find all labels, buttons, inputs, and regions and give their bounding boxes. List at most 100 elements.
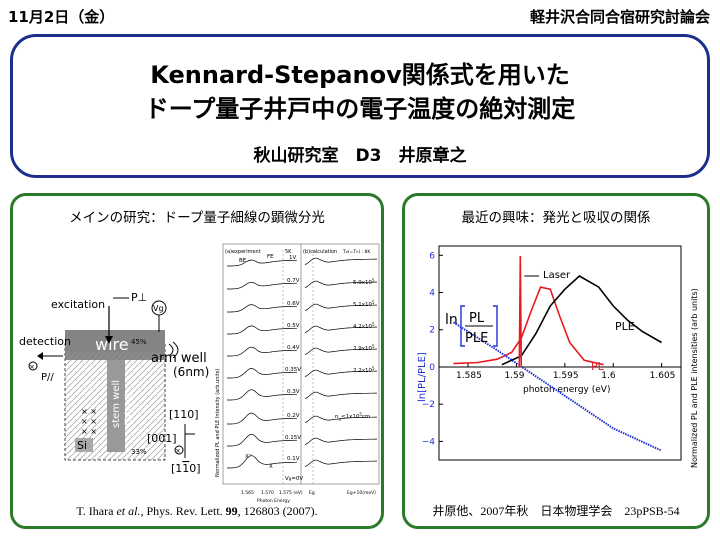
x-tick-b-1: Eg+10(meV) — [347, 490, 376, 496]
voltage-8: 0.15V — [285, 435, 301, 441]
temp-a-label: 5K — [285, 249, 292, 255]
x-tick-label: 1.585 — [456, 371, 482, 381]
spectrum-curve-exp — [227, 281, 298, 290]
plot-frame — [438, 245, 682, 461]
main-research-citation: T. Ihara et al., Phys. Rev. Lett. 99, 12… — [76, 504, 318, 518]
temp-b-label: Te(=Th) : 8K — [342, 249, 371, 255]
vg-label: Vg — [153, 304, 164, 313]
spectrum-curve-exp — [227, 389, 298, 401]
stem-well-layer — [107, 360, 125, 452]
title-box: Kennard-Stepanov関係式を用いた ドープ量子井戸中の電子温度の絶対… — [10, 34, 710, 178]
stem-well-label: stem well — [111, 380, 122, 428]
x-tick-label: 1.6 — [601, 371, 616, 381]
dopant-marks: × × — [81, 407, 97, 416]
date-label: 11月2日（金） — [8, 8, 115, 26]
excitation-label: excitation — [51, 298, 105, 311]
series-ple — [501, 275, 662, 366]
voltage-9: 0.1V — [287, 456, 300, 462]
svg-text:× ×: × × — [81, 417, 97, 426]
spectrum-curve-exp — [227, 412, 298, 425]
pct-bottom-label: 33% — [131, 448, 147, 456]
series-pl — [453, 286, 604, 366]
voltage-6: 0.3V — [287, 389, 300, 395]
y-tick-label: −4 — [422, 437, 436, 447]
spectrum-curve-calc — [304, 303, 377, 312]
laser-label: Laser — [543, 270, 571, 281]
series-ln-pl-ple- — [452, 321, 663, 452]
spectrum-curve-calc — [304, 325, 377, 334]
recent-interest-citation: 井原他、2007年秋 日本物理学会 23pPSB-54 — [432, 504, 680, 518]
spectra-curves — [227, 257, 377, 469]
spectrum-curve-calc — [304, 437, 377, 446]
spectrum-curve-exp — [227, 259, 298, 267]
x-tick-a-1: 1.570 — [261, 490, 274, 496]
fe-label: FE — [267, 254, 274, 260]
svg-text:× ×: × × — [81, 427, 97, 436]
spectrum-curve-exp — [227, 325, 298, 335]
p-par-label: P// — [41, 372, 54, 383]
x-tick-label: 1.59 — [504, 371, 524, 381]
dir-1b10-label: [110] — [171, 462, 201, 475]
spectrum-curve-calc — [304, 257, 377, 266]
y-tick-label: −2 — [422, 400, 435, 410]
panel-a-label: (a)experiment — [225, 249, 261, 255]
spectrum-curve-exp — [227, 433, 298, 447]
x-tick-a-2: 1.575 (eV) — [279, 490, 303, 496]
title-line-2: ドープ量子井戸中の電子温度の絶対測定 — [144, 95, 576, 123]
pl-label: PL — [591, 360, 605, 373]
panel-b-label: (b)calculation — [303, 249, 337, 255]
p-perp-label: P⊥ — [131, 291, 147, 304]
spectra-xlabel-a: Photon Energy — [257, 498, 290, 504]
spectrum-curve-exp — [227, 368, 298, 379]
spectrum-curve-exp — [227, 346, 298, 357]
chart-series — [452, 255, 663, 452]
title-line-1: Kennard-Stepanov関係式を用いた — [150, 61, 570, 89]
event-title: 軽井沢合同合宿研究討論会 — [529, 8, 710, 26]
y-tick-label: 2 — [429, 326, 435, 336]
author-line: 秋山研究室 D3 井原章之 — [253, 146, 467, 166]
ple-label: PLE — [615, 320, 635, 333]
dir-001-label: [001] — [147, 432, 177, 445]
spectrum-curve-calc — [304, 369, 377, 378]
y-tick-label: 6 — [429, 251, 435, 261]
main-research-panel: メインの研究：ドープ量子細線の顕微分光 wire 45% 33% stem we… — [10, 193, 384, 529]
spectrum-curve-exp — [227, 304, 298, 313]
svg-text:×: × — [175, 447, 181, 455]
voltage-10: Vg=0V — [285, 476, 303, 482]
x-tick-a-0: 1.565 — [241, 490, 254, 496]
wire-label: wire — [95, 335, 129, 354]
voltage-3: 0.5V — [287, 323, 300, 329]
be-label: BE — [239, 258, 247, 264]
wire-schematic: wire 45% 33% stem well (14nm) × × × × × … — [19, 291, 209, 475]
voltage-5: 0.35V — [285, 367, 301, 373]
arm-well-label: arm well — [151, 351, 207, 366]
pl-ple-chart: 1.585 1.59 1.595 1.6 1.605 6 4 2 0 −2 −4 photon ene… — [417, 245, 699, 468]
series-laser — [518, 255, 523, 368]
x-minus-label: X− — [245, 452, 252, 461]
ln-label: ln — [445, 312, 458, 328]
x-tick-label: 1.595 — [553, 371, 579, 381]
spectrum-curve-calc — [304, 280, 377, 289]
spectrum-curve-calc — [304, 459, 377, 468]
research-figure: wire 45% 33% stem well (14nm) × × × × × … — [19, 243, 380, 504]
voltage-7: 0.2V — [287, 413, 300, 419]
y-tick-label: 4 — [429, 289, 435, 299]
recent-interest-title: 最近の興味：発光と吸収の関係 — [461, 210, 651, 226]
chart-axes: 1.585 1.59 1.595 1.6 1.605 6 4 2 0 −2 −4 photon ene… — [417, 245, 699, 468]
voltage-4: 0.4V — [287, 345, 300, 351]
voltage-1: 0.7V — [287, 278, 300, 284]
svg-text:×: × — [29, 363, 35, 371]
frac-top: PL — [469, 311, 485, 326]
y-axis-label-left: ln[PL/PLE] — [417, 352, 428, 402]
density-0: 5.9x105 — [353, 278, 375, 287]
y-tick-label: 0 — [429, 363, 435, 373]
spectrum-curve-calc — [304, 347, 377, 356]
x-tick-b-0: Eg — [309, 490, 315, 496]
spectrum-curve-calc — [304, 415, 377, 424]
x-tick-label: 1.605 — [650, 371, 676, 381]
recent-interest-panel: 最近の興味：発光と吸収の関係 1.585 1.59 1.595 1.6 1.605 6 4 2… — [402, 193, 710, 529]
voltage-2: 0.6V — [287, 301, 300, 307]
spectra-ylabel: Normalized PL and PLE Intensity (arb.uni… — [215, 369, 221, 477]
x-label: X — [269, 464, 273, 470]
frac-bottom: PLE — [465, 331, 488, 346]
